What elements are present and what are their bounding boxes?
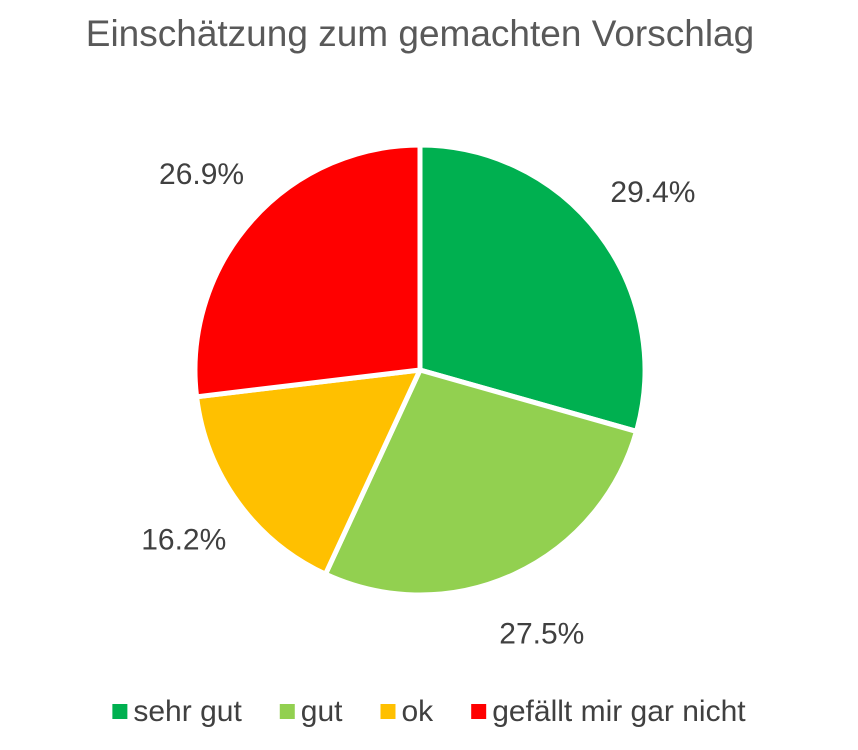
data-label: 29.4% [610,176,695,209]
legend-swatch [279,704,295,719]
pie-slice [322,367,639,598]
legend-label: gefällt mir gar nicht [492,695,746,728]
data-label: 26.9% [159,158,244,191]
legend-label: sehr gut [133,695,242,728]
legend-label: ok [402,695,435,728]
chart-title: Einschätzung zum gemachten Vorschlag [86,13,754,54]
pie-slice [194,367,423,577]
legend-swatch [471,704,487,719]
data-label: 16.2% [141,524,226,557]
legend-swatch [112,704,128,719]
pie-slice [417,142,648,434]
data-label: 27.5% [499,617,584,650]
legend-label: gut [301,695,343,728]
pie-slice [192,142,423,400]
legend-swatch [380,704,396,719]
